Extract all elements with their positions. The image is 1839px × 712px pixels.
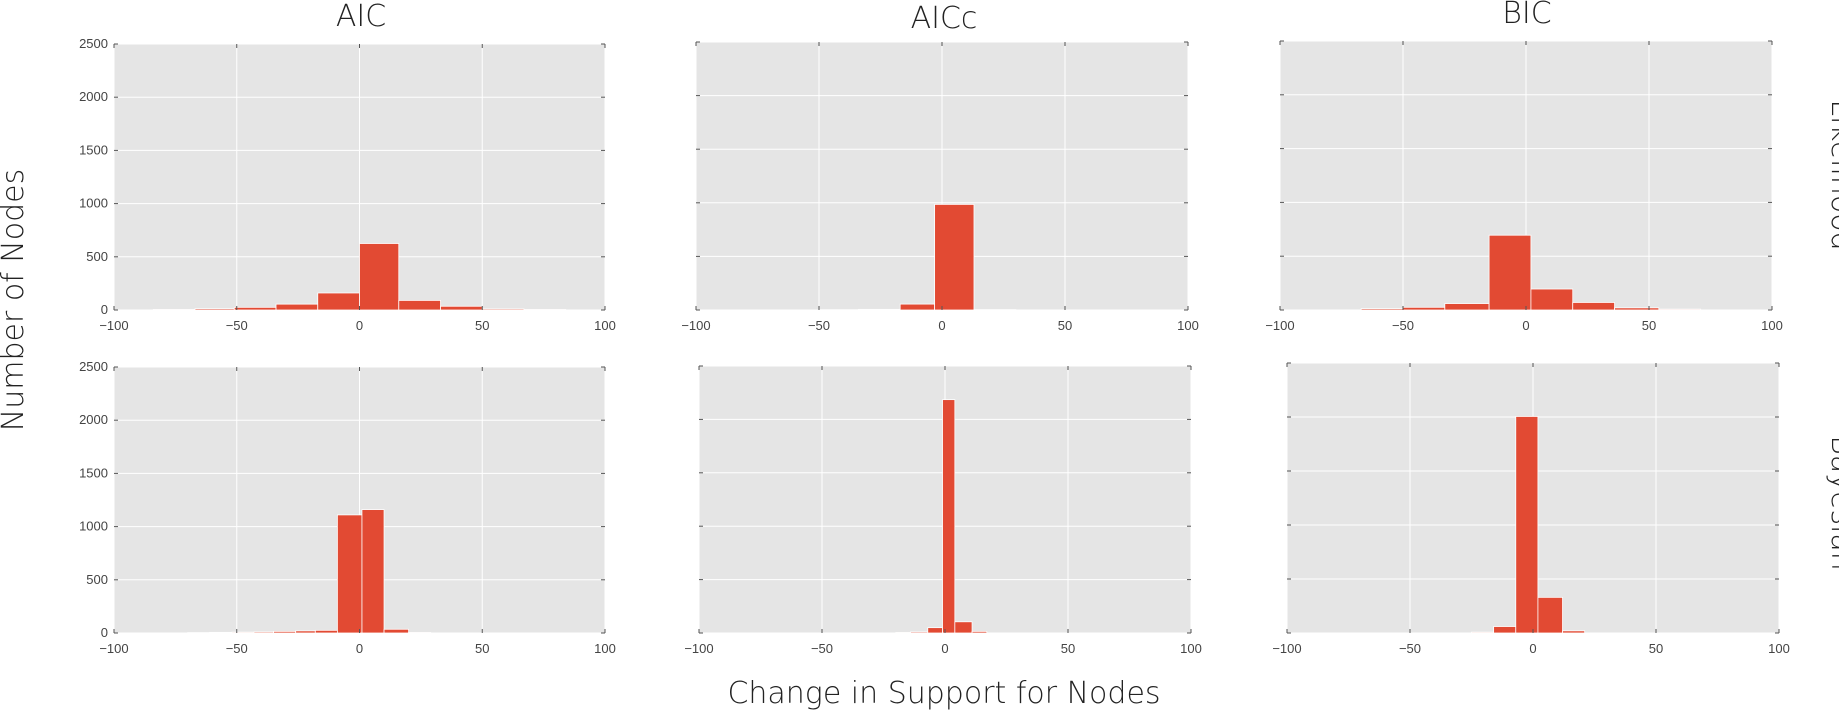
y-tick-label: 1500 xyxy=(79,465,108,480)
histogram-bar xyxy=(194,308,235,311)
x-tick-label: 50 xyxy=(1061,641,1075,656)
histogram-bar xyxy=(383,628,409,634)
x-tick-label: 0 xyxy=(938,318,945,333)
panel-bayesian-aicc: −100 −50 0 50 100 xyxy=(684,365,1202,656)
y-tick-label: 2500 xyxy=(79,36,108,51)
histogram-bar xyxy=(1530,288,1574,311)
histogram-bar xyxy=(927,627,943,634)
histogram-bar xyxy=(209,631,233,634)
x-tick-label: −50 xyxy=(808,318,830,333)
y-tick-label: 0 xyxy=(101,302,108,317)
histogram-bar xyxy=(934,204,975,311)
x-tick-label: 100 xyxy=(1177,318,1199,333)
x-tick-label: 100 xyxy=(1761,318,1783,333)
x-tick-label: 50 xyxy=(1058,318,1072,333)
y-tick-label: 1000 xyxy=(79,519,108,534)
y-tick-label: 2500 xyxy=(79,359,108,374)
y-tick-label: 1500 xyxy=(79,142,108,157)
histogram-bar xyxy=(1614,307,1660,311)
y-tick-label: 0 xyxy=(101,625,108,640)
panel-likelihood-bic: −100 −50 0 50 100 xyxy=(1265,40,1783,333)
col-title-bic: BIC xyxy=(1502,0,1551,31)
x-tick-label: 100 xyxy=(594,641,616,656)
histogram-bar xyxy=(398,300,441,311)
col-title-aic: AIC xyxy=(336,0,386,34)
histogram-bar xyxy=(1360,308,1404,311)
histogram-bar xyxy=(275,303,319,311)
x-tick-label: 0 xyxy=(1529,641,1536,656)
histogram-bar xyxy=(408,632,432,634)
histogram-bar xyxy=(942,399,956,634)
x-tick-label: 50 xyxy=(1642,318,1656,333)
x-tick-label: 100 xyxy=(1180,641,1202,656)
x-tick-label: 100 xyxy=(1768,641,1790,656)
x-tick-label: −100 xyxy=(684,641,713,656)
histogram-bar xyxy=(295,630,316,634)
histogram-bar xyxy=(361,509,385,634)
figure-xlabel: Change in Support for Nodes xyxy=(727,676,1160,711)
histogram-bar xyxy=(253,631,274,634)
histogram-bar xyxy=(1562,630,1586,634)
x-tick-label: 50 xyxy=(1649,641,1663,656)
histogram-bar xyxy=(359,243,400,311)
histogram-bar xyxy=(337,514,363,634)
x-tick-label: 0 xyxy=(1522,318,1529,333)
x-tick-label: −50 xyxy=(1399,641,1421,656)
x-tick-label: −100 xyxy=(1272,641,1301,656)
x-tick-label: −100 xyxy=(99,641,128,656)
histogram-bar xyxy=(1537,596,1563,634)
panel-bayesian-bic: −100 −50 0 50 100 xyxy=(1272,362,1790,656)
histogram-bar xyxy=(152,309,196,311)
x-tick-label: −100 xyxy=(99,318,128,333)
panel-likelihood-aicc: −100 −50 0 50 100 xyxy=(681,41,1199,333)
x-tick-label: −100 xyxy=(681,318,710,333)
col-title-aicc: AICc xyxy=(911,1,978,36)
histogram-bar xyxy=(857,308,901,311)
x-tick-label: 0 xyxy=(356,641,363,656)
row-label-bayesian: Bayesian xyxy=(1824,435,1839,571)
histogram-bar xyxy=(273,631,297,634)
histogram-bar xyxy=(231,631,255,634)
histogram-bar xyxy=(440,305,483,311)
histogram-bar xyxy=(1402,306,1446,311)
x-tick-label: −50 xyxy=(226,318,248,333)
histogram-bar xyxy=(523,309,567,311)
y-tick-label: 2000 xyxy=(79,412,108,427)
histogram-bar xyxy=(1488,234,1532,311)
histogram-bar xyxy=(233,306,277,311)
x-tick-label: 0 xyxy=(356,318,363,333)
histogram-bar xyxy=(954,621,973,634)
histogram-bar xyxy=(317,292,360,311)
y-tick-label: 500 xyxy=(86,249,108,264)
y-tick-label: 500 xyxy=(86,572,108,587)
x-tick-label: −50 xyxy=(226,641,248,656)
x-tick-label: 50 xyxy=(475,641,489,656)
histogram-bar xyxy=(1658,308,1702,311)
x-tick-label: 100 xyxy=(594,318,616,333)
x-tick-label: −100 xyxy=(1265,318,1294,333)
histogram-bar xyxy=(1515,416,1539,634)
histogram-bar xyxy=(481,308,525,311)
histogram-bar xyxy=(910,631,929,634)
figure-ylabel: Number of Nodes xyxy=(0,169,31,431)
histogram-bar xyxy=(895,632,911,634)
histogram-bar xyxy=(971,630,988,634)
histogram-bar xyxy=(1493,626,1517,634)
x-tick-label: 50 xyxy=(475,318,489,333)
x-tick-label: −50 xyxy=(811,641,833,656)
y-tick-label: 1000 xyxy=(79,196,108,211)
row-label-likelihood: Likelihood xyxy=(1824,99,1839,250)
histogram-bar xyxy=(899,303,936,311)
histogram-bar xyxy=(1444,303,1490,311)
histogram-bar xyxy=(314,629,338,634)
x-tick-label: −50 xyxy=(1392,318,1414,333)
histogram-bar xyxy=(1572,302,1615,311)
x-tick-label: 0 xyxy=(941,641,948,656)
histogram-bar xyxy=(1471,631,1495,634)
y-tick-label: 2000 xyxy=(79,89,108,104)
